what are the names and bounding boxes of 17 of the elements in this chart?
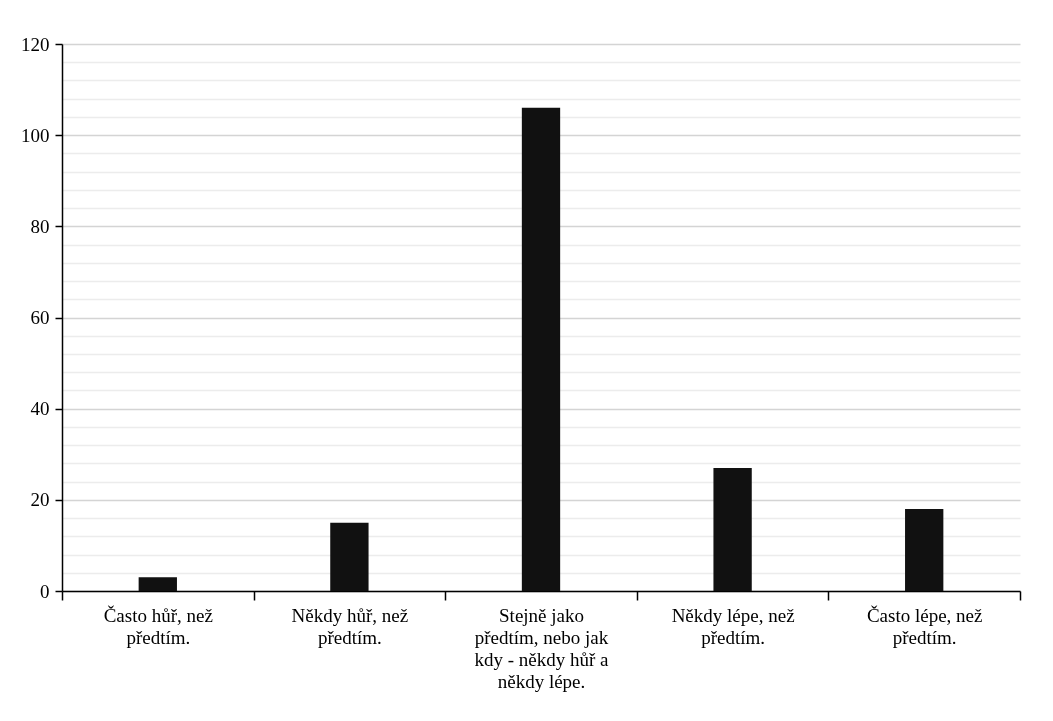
y-tick-label: 120 — [21, 33, 50, 55]
x-tick-label: Někdy lépe, než předtím. — [671, 604, 795, 648]
bar — [521, 107, 561, 591]
y-tick-label: 60 — [30, 307, 50, 328]
x-tick-label: Často hůř, než předtím. — [103, 604, 213, 648]
x-tick-label: Stejně jako předtím, nebo jak kdy - někdy hůř a někdy lépe. — [474, 604, 610, 692]
x-tick-label: Někdy hůř, než předtím. — [291, 604, 409, 648]
bar — [713, 467, 752, 591]
y-tick-label: 0 — [40, 580, 50, 602]
bar — [138, 577, 177, 591]
bar — [905, 508, 944, 591]
x-tick-label: Často lépe, než předtím. — [866, 604, 983, 648]
y-tick-label: 40 — [30, 398, 50, 420]
y-tick-label: 20 — [30, 489, 50, 511]
y-tick-label: 100 — [21, 124, 50, 146]
y-tick-label: 80 — [30, 215, 50, 237]
bar — [330, 522, 369, 591]
